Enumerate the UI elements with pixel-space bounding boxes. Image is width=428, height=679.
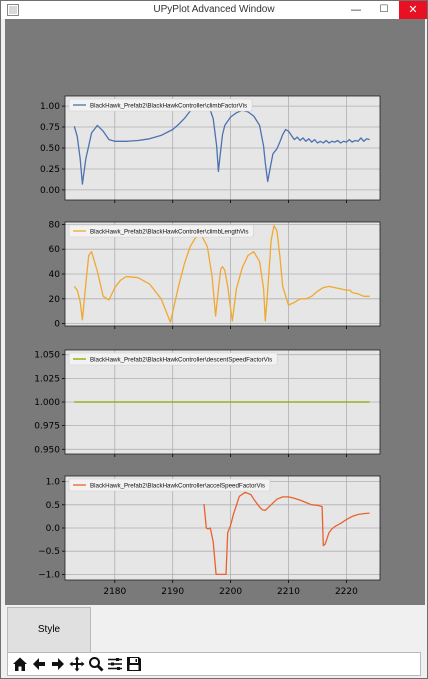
subplot-3[interactable]: 0.950 0.975 1.000 1.025 1.050 BlackHawk_Prefa… (34, 349, 381, 457)
y-tick-label: 0.00 (40, 186, 60, 196)
zoom-icon[interactable] (87, 655, 105, 673)
axes-frame (64, 475, 381, 581)
y-tick-label: 0.950 (34, 445, 60, 455)
legend-box (68, 352, 278, 366)
figure-svg[interactable]: 0.000.250.500.751.00 BlackHawk_Prefab2\Bl… (5, 19, 425, 605)
x-tick-label: 2180 (103, 587, 126, 597)
series-line[interactable] (73, 98, 370, 185)
figure-canvas[interactable]: 0.00 0.25 0.50 0.75 1.00 BlackHawk_Prefab2\Bl… (5, 19, 425, 605)
axes-frame (64, 349, 381, 455)
y-tick-label: 20 (49, 295, 61, 305)
legend[interactable]: BlackHawk_Prefab2\BlackHawkController\ac… (68, 478, 271, 492)
legend-label: BlackHawk_Prefab2\BlackHawkController\ac… (90, 483, 265, 490)
y-tick-label: 0.5 (46, 501, 60, 511)
title-bar[interactable]: UPyPlot Advanced Window — ☐ ✕ (1, 1, 427, 19)
x-tick-label: 2220 (335, 587, 358, 597)
legend-label: BlackHawk_Prefab2\BlackHawkController\cl… (90, 229, 248, 236)
maximize-button[interactable]: ☐ (379, 4, 389, 15)
y-tick-label: 1.025 (34, 374, 60, 384)
y-tick-label: 1.0 (46, 478, 61, 488)
series-line[interactable] (73, 225, 370, 323)
y-tick-label: 40 (49, 270, 61, 280)
bottom-panel: Style (1, 605, 427, 678)
back-arrow-icon[interactable] (30, 655, 48, 673)
minimize-button[interactable]: — (350, 3, 362, 16)
window-title: UPyPlot Advanced Window (153, 4, 275, 15)
close-button[interactable]: ✕ (399, 1, 427, 19)
x-tick-label: 2190 (161, 587, 184, 597)
y-tick-label: −0.5 (38, 547, 60, 557)
subplot-4[interactable]: −1.0 −0.5 0.0 0.5 1.0 2180 2190 2200 2210 2220 Bla… (38, 475, 381, 597)
forward-arrow-icon[interactable] (49, 655, 67, 673)
legend-box (68, 478, 271, 492)
legend-box (68, 98, 253, 112)
legend[interactable]: BlackHawk_Prefab2\BlackHawkController\cl… (68, 98, 253, 112)
y-tick-label: 1.00 (40, 102, 60, 112)
legend-box (68, 224, 254, 238)
legend[interactable]: BlackHawk_Prefab2\BlackHawkController\cl… (68, 224, 254, 238)
legend-label: BlackHawk_Prefab2\BlackHawkController\cl… (90, 103, 247, 110)
home-icon[interactable] (11, 655, 29, 673)
subplot-2[interactable]: 0 20 40 60 80 BlackHawk_Prefab2\BlackHawkCont… (49, 221, 381, 330)
x-tick-label: 2210 (277, 587, 300, 597)
subplot-1[interactable]: 0.00 0.25 0.50 0.75 1.00 BlackHawk_Prefab2\Bl… (40, 95, 381, 203)
x-tick-label: 2200 (219, 587, 242, 597)
y-tick-label: 60 (49, 245, 61, 255)
y-tick-label: 0.25 (40, 165, 60, 175)
y-tick-label: 0.0 (46, 524, 61, 534)
series-line[interactable] (203, 491, 370, 576)
y-tick-label: 0.50 (40, 144, 60, 154)
axes-frame (64, 95, 381, 201)
app-icon (7, 4, 19, 16)
y-tick-label: 0.975 (34, 422, 60, 432)
y-tick-label: 0 (54, 320, 60, 330)
y-tick-label: 1.000 (34, 398, 60, 408)
navigation-toolbar (7, 652, 421, 676)
y-tick-label: 80 (49, 221, 61, 231)
pan-icon[interactable] (68, 655, 86, 673)
y-tick-label: −1.0 (38, 570, 60, 580)
y-tick-label: 0.75 (40, 123, 60, 133)
legend-label: BlackHawk_Prefab2\BlackHawkController\de… (90, 357, 272, 364)
axes-frame (64, 221, 381, 327)
legend[interactable]: BlackHawk_Prefab2\BlackHawkController\de… (68, 352, 278, 366)
y-tick-label: 1.050 (34, 351, 60, 361)
tab-style[interactable]: Style (7, 607, 91, 652)
save-icon[interactable] (125, 655, 143, 673)
configure-subplots-icon[interactable] (106, 655, 124, 673)
